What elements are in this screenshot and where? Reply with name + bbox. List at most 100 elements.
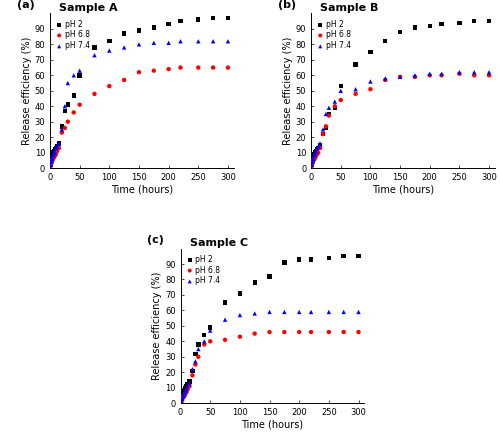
pH 6.8 [340, 328, 347, 336]
pH 7.4 [178, 395, 186, 402]
pH 2 [411, 24, 419, 31]
pH 6.8 [209, 64, 217, 71]
pH 6.8 [194, 64, 202, 71]
pH 2 [308, 161, 316, 168]
pH 6.8 [337, 96, 345, 103]
pH 7.4 [312, 147, 320, 155]
pH 7.4 [50, 149, 58, 156]
pH 2 [52, 144, 60, 151]
pH 7.4 [312, 149, 320, 156]
pH 2 [307, 256, 315, 263]
pH 7.4 [325, 104, 333, 112]
pH 6.8 [250, 330, 258, 337]
pH 7.4 [314, 143, 322, 150]
pH 2 [58, 123, 66, 130]
pH 7.4 [206, 327, 214, 334]
pH 2 [182, 383, 190, 390]
pH 7.4 [53, 143, 61, 150]
X-axis label: Time (hours): Time (hours) [372, 185, 434, 195]
X-axis label: Time (hours): Time (hours) [242, 420, 304, 430]
pH 7.4 [250, 310, 258, 317]
pH 7.4 [411, 72, 419, 79]
pH 7.4 [150, 39, 158, 47]
pH 2 [186, 378, 194, 385]
pH 2 [438, 21, 446, 28]
pH 7.4 [470, 69, 478, 76]
pH 2 [382, 38, 390, 45]
pH 6.8 [180, 392, 188, 399]
pH 6.8 [266, 328, 274, 336]
pH 6.8 [313, 151, 321, 158]
pH 7.4 [90, 52, 98, 59]
pH 6.8 [325, 112, 333, 119]
pH 2 [70, 92, 78, 99]
Text: (b): (b) [278, 0, 296, 10]
pH 7.4 [76, 67, 84, 74]
pH 7.4 [224, 38, 232, 45]
pH 6.8 [47, 160, 55, 167]
pH 7.4 [310, 155, 318, 163]
pH 2 [64, 101, 72, 108]
pH 6.8 [310, 155, 318, 163]
pH 6.8 [106, 82, 114, 90]
pH 2 [310, 152, 318, 159]
pH 6.8 [325, 328, 333, 336]
pH 7.4 [48, 155, 56, 163]
pH 7.4 [307, 308, 315, 315]
pH 7.4 [164, 39, 172, 47]
pH 7.4 [309, 157, 317, 164]
pH 7.4 [307, 164, 315, 172]
pH 7.4 [180, 390, 188, 397]
pH 2 [307, 164, 315, 172]
pH 2 [354, 253, 362, 260]
pH 7.4 [322, 110, 330, 117]
pH 2 [352, 61, 360, 68]
pH 7.4 [456, 69, 464, 76]
pH 2 [316, 141, 324, 148]
pH 2 [209, 14, 217, 22]
pH 6.8 [179, 393, 187, 401]
pH 2 [206, 324, 214, 331]
pH 6.8 [176, 400, 184, 407]
pH 2 [312, 147, 320, 155]
pH 7.4 [46, 161, 54, 168]
pH 7.4 [325, 308, 333, 315]
pH 6.8 [188, 372, 196, 379]
pH 7.4 [352, 86, 360, 93]
Legend: pH 2, pH 6.8, pH 7.4: pH 2, pH 6.8, pH 7.4 [184, 252, 222, 288]
pH 2 [485, 17, 493, 25]
pH 7.4 [188, 366, 196, 373]
pH 6.8 [485, 72, 493, 79]
pH 2 [192, 350, 200, 358]
pH 2 [337, 82, 345, 90]
pH 2 [396, 28, 404, 35]
pH 2 [325, 254, 333, 261]
pH 6.8 [221, 336, 229, 343]
pH 6.8 [310, 157, 318, 164]
pH 7.4 [316, 140, 324, 147]
pH 6.8 [308, 161, 316, 168]
pH 7.4 [310, 151, 318, 158]
pH 6.8 [456, 70, 464, 78]
pH 6.8 [64, 118, 72, 125]
pH 6.8 [312, 154, 320, 161]
pH 7.4 [308, 158, 316, 165]
pH 2 [47, 158, 55, 165]
Y-axis label: Release efficiency (%): Release efficiency (%) [283, 37, 293, 145]
pH 7.4 [340, 308, 347, 315]
X-axis label: Time (hours): Time (hours) [111, 185, 173, 195]
pH 2 [331, 104, 339, 112]
pH 7.4 [50, 151, 58, 158]
pH 7.4 [426, 70, 434, 78]
pH 6.8 [53, 147, 61, 155]
pH 7.4 [49, 152, 57, 159]
pH 7.4 [48, 157, 56, 164]
pH 2 [295, 256, 303, 263]
pH 6.8 [438, 72, 446, 79]
Y-axis label: Release efficiency (%): Release efficiency (%) [152, 271, 162, 380]
pH 7.4 [209, 38, 217, 45]
pH 7.4 [200, 338, 208, 345]
pH 6.8 [58, 129, 66, 136]
Text: (a): (a) [17, 0, 34, 10]
pH 6.8 [354, 328, 362, 336]
